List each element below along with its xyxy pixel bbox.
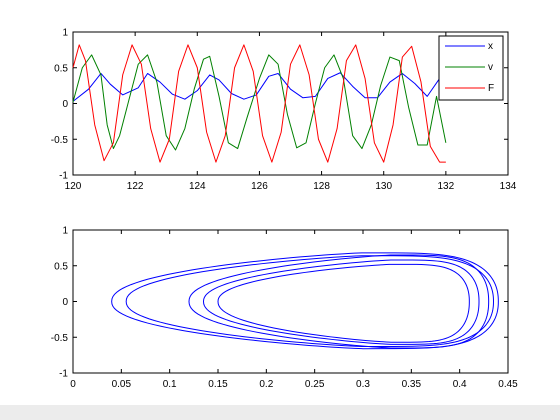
top-plot-series <box>72 44 447 163</box>
top-plot-xtick-label: 120 <box>65 181 82 192</box>
top-plot-xtick-label: 124 <box>189 181 206 192</box>
top-plot-ytick-label: -1 <box>59 171 68 182</box>
bottom-plot-frame <box>72 229 509 374</box>
bottom-plot-xtick-label: 0.1 <box>163 379 177 390</box>
top-plot-ytick-label: 0 <box>62 99 68 110</box>
bottom-plot-ticks: 0 0.05 0.1 0.15 0.2 0.25 0.3 0.35 0.4 0.45 -1 -0.5 0… <box>51 226 518 391</box>
top-plot-xtick-label: 128 <box>313 181 330 192</box>
top-plot: 120 122 124 126 128 130 132 134 -1 -0.5 0 0.5 1 x v … <box>51 28 517 193</box>
phase-loop <box>202 259 480 345</box>
window-bottom-strip <box>0 405 560 420</box>
bottom-plot: 0 0.05 0.1 0.15 0.2 0.25 0.3 0.35 0.4 0.45 -1 -0.5 0… <box>51 226 518 391</box>
top-plot-ytick-label: 0.5 <box>54 63 68 74</box>
legend-label-v: v <box>488 62 493 73</box>
legend-label-x: x <box>488 41 493 52</box>
top-plot-xtick-label: 126 <box>251 181 268 192</box>
legend-label-F: F <box>488 83 494 94</box>
top-plot-ytick-label: -0.5 <box>51 135 69 146</box>
top-plot-ytick-label: 1 <box>62 28 68 39</box>
bottom-plot-xtick-label: 0.2 <box>259 379 273 390</box>
phase-loop <box>188 254 490 349</box>
bottom-plot-xtick-label: 0.15 <box>208 379 228 390</box>
top-plot-ticks: 120 122 124 126 128 130 132 134 -1 -0.5 0 0.5 1 <box>51 28 517 193</box>
bottom-plot-xtick-label: 0.25 <box>305 379 325 390</box>
bottom-plot-xtick-label: 0 <box>70 379 76 390</box>
bottom-plot-ytick-label: 0.5 <box>54 261 68 272</box>
top-plot-xtick-label: 132 <box>438 181 455 192</box>
bottom-plot-series <box>111 252 499 350</box>
bottom-plot-xtick-label: 0.4 <box>453 379 467 390</box>
legend-box <box>438 35 504 101</box>
legend: x v F <box>438 35 504 101</box>
bottom-plot-ytick-label: 0 <box>62 297 68 308</box>
bottom-plot-ytick-label: -1 <box>59 369 68 380</box>
bottom-plot-ytick-label: -0.5 <box>51 333 69 344</box>
bottom-plot-xtick-label: 0.45 <box>498 379 518 390</box>
bottom-plot-ytick-label: 1 <box>62 226 68 237</box>
series-line-v <box>72 54 447 151</box>
top-plot-xtick-label: 130 <box>375 181 392 192</box>
phase-loop <box>217 263 470 343</box>
top-plot-xtick-label: 134 <box>500 181 517 192</box>
bottom-plot-xtick-label: 0.05 <box>112 379 132 390</box>
series-line-F <box>72 44 446 163</box>
series-line-x <box>72 72 447 102</box>
bottom-plot-xtick-label: 0.3 <box>356 379 370 390</box>
bottom-plot-xtick-label: 0.35 <box>402 379 422 390</box>
phase-loop <box>125 255 494 348</box>
top-plot-xtick-label: 122 <box>127 181 144 192</box>
